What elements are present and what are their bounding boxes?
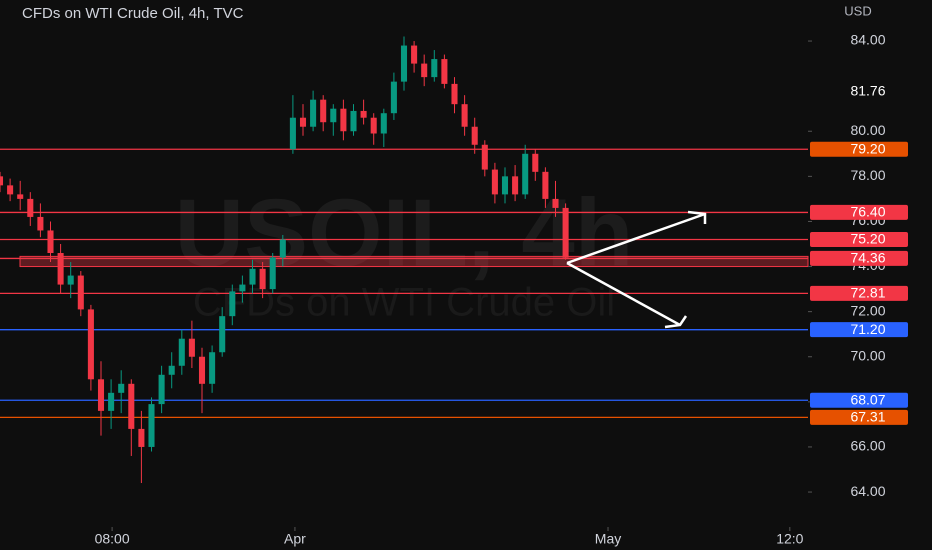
candle-body	[67, 275, 74, 285]
candle-body	[289, 117, 296, 150]
candle-body	[229, 291, 236, 317]
level-tag-label: 79.20	[850, 140, 885, 156]
x-tick-label: 12:0	[776, 531, 803, 547]
candle-body	[400, 45, 408, 82]
candle-body	[522, 153, 529, 195]
candle-body	[188, 338, 195, 357]
level-tag-label: 75.20	[850, 231, 885, 247]
candle-body	[148, 404, 155, 447]
y-tick-label: 84.00	[850, 32, 885, 48]
candle-body	[269, 257, 276, 290]
level-tag-label: 72.81	[850, 285, 885, 301]
candle-body	[350, 110, 357, 132]
x-tick-label: 08:00	[95, 531, 130, 547]
chart-title: CFDs on WTI Crude Oil, 4h, TVC	[22, 5, 244, 22]
level-tag	[810, 231, 908, 247]
candle-body	[340, 108, 347, 132]
candle-body	[390, 81, 397, 114]
level-tag	[810, 250, 908, 266]
candle-body	[138, 428, 145, 447]
level-tag	[810, 141, 908, 157]
candle-body	[451, 83, 458, 105]
price-label-bg	[812, 83, 908, 100]
candle-body	[360, 110, 367, 118]
candle-body	[299, 117, 307, 127]
candle-body	[542, 171, 549, 199]
candle-body	[128, 383, 135, 429]
candle-body	[239, 284, 246, 292]
candle-body	[421, 63, 428, 78]
level-tag	[810, 322, 908, 338]
y-tick-label: 66.00	[850, 438, 885, 454]
candle-body	[37, 216, 44, 231]
candle-body	[310, 99, 317, 127]
candle-body	[411, 45, 418, 64]
candle-body	[532, 153, 539, 172]
x-tick-label: May	[595, 531, 621, 547]
candle-body	[87, 309, 94, 380]
candle-body	[259, 268, 266, 290]
watermark: CFDs on WTI Crude Oil	[193, 281, 615, 325]
price-label: 81.76	[850, 82, 885, 98]
level-tag-label: 68.07	[850, 391, 885, 407]
candle-body	[7, 185, 14, 195]
y-tick-label: 78.00	[850, 167, 885, 183]
y-tick-label: 64.00	[850, 483, 885, 499]
y-tick-label: 80.00	[850, 122, 885, 138]
candle-body	[441, 59, 448, 84]
level-tag-label: 74.36	[850, 250, 885, 266]
y-tick-label: 72.00	[850, 302, 885, 318]
level-tag-label: 71.20	[850, 321, 885, 337]
candle-body	[461, 104, 468, 127]
candle-body	[57, 253, 64, 285]
candle-body	[118, 383, 125, 393]
x-tick-label: Apr	[284, 531, 306, 547]
level-tag-label: 67.31	[850, 409, 885, 425]
candle-body	[380, 113, 387, 134]
candle-body	[168, 365, 175, 375]
candle-body	[320, 99, 327, 123]
level-tag	[810, 285, 908, 301]
candle-body	[552, 198, 559, 208]
candle-body	[158, 374, 165, 405]
candle-body	[47, 230, 54, 254]
arrow-up-head	[687, 210, 707, 224]
candle-body	[471, 126, 478, 145]
candle-body	[0, 176, 4, 186]
candle-body	[330, 108, 337, 123]
candle-body	[512, 176, 519, 195]
candle-body	[219, 316, 226, 353]
arrow-up	[566, 212, 706, 265]
candle-body	[77, 275, 84, 310]
currency: USD	[844, 3, 871, 18]
level-tag	[810, 392, 908, 408]
candle-body	[491, 169, 498, 195]
level-tag	[810, 204, 908, 220]
candle-body	[249, 268, 256, 285]
watermark: USOIL, 4h	[175, 179, 634, 286]
candle-body	[562, 207, 569, 258]
candle-body	[17, 194, 24, 199]
candle-body	[501, 176, 509, 195]
candle-body	[431, 59, 438, 78]
candle-body	[481, 144, 488, 170]
candle-body	[198, 356, 206, 384]
candle-body	[97, 379, 105, 411]
arrow-down	[566, 261, 681, 327]
candle-body	[108, 392, 115, 411]
candle-body	[178, 338, 185, 366]
y-tick-label: 70.00	[850, 347, 885, 363]
level-tag	[810, 409, 908, 425]
candle-body	[27, 198, 34, 217]
candle-body	[370, 117, 377, 134]
zone	[19, 255, 809, 268]
candle-body	[279, 239, 286, 258]
candle-body	[209, 352, 216, 384]
arrow-down-head	[664, 315, 688, 329]
level-tag-label: 76.40	[850, 204, 885, 220]
